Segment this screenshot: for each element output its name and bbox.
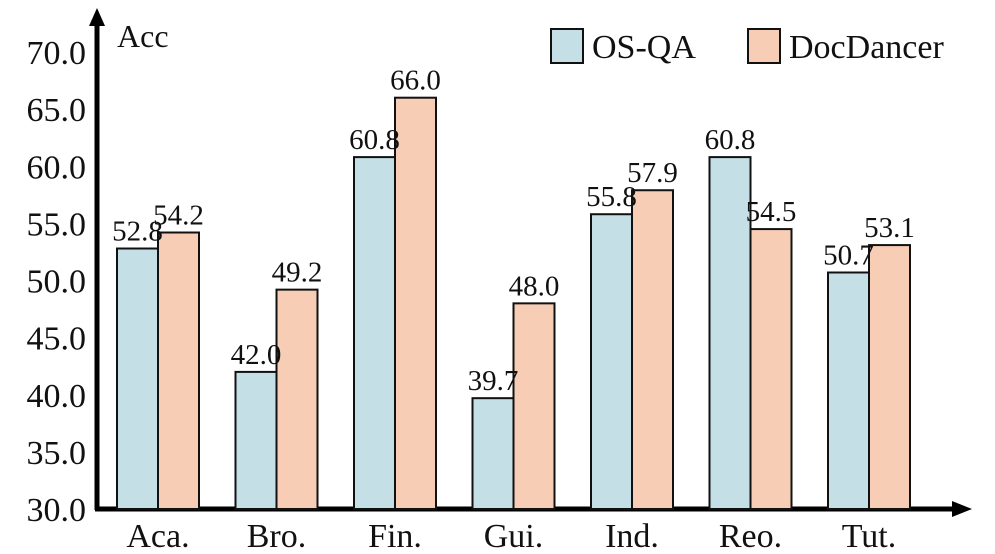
bar-docdancer bbox=[749, 228, 793, 510]
bar-osqa bbox=[471, 397, 515, 510]
y-axis-arrow bbox=[89, 8, 105, 26]
legend-swatch-osqa bbox=[550, 28, 584, 64]
x-tick-label: Fin. bbox=[368, 518, 422, 554]
axes: 30.0 35.0 40.0 45.0 50.0 55.0 60.0 65.0 70.0 Acc A… bbox=[27, 8, 972, 554]
x-tick-label: Ind. bbox=[605, 518, 659, 554]
data-label: 48.0 bbox=[509, 270, 560, 302]
data-label: 49.2 bbox=[272, 257, 323, 289]
bar-osqa bbox=[116, 247, 159, 510]
data-label: 42.0 bbox=[231, 339, 282, 371]
bar-docdancer bbox=[631, 189, 674, 510]
x-tick-label: Bro. bbox=[247, 518, 307, 554]
bar-docdancer bbox=[157, 231, 200, 510]
data-label: 53.1 bbox=[864, 212, 915, 244]
y-tick-label: 60.0 bbox=[27, 149, 87, 186]
x-tick-label: Aca. bbox=[126, 518, 189, 554]
data-label: 60.8 bbox=[705, 124, 756, 156]
bar-osqa bbox=[590, 213, 633, 511]
bar-osqa bbox=[708, 156, 752, 511]
bar-docdancer bbox=[512, 302, 556, 510]
bar-osqa bbox=[353, 156, 396, 511]
bar-docdancer bbox=[394, 96, 437, 510]
bars bbox=[116, 96, 911, 511]
bar-osqa bbox=[234, 370, 278, 510]
y-tick-label: 30.0 bbox=[27, 492, 87, 529]
legend-swatch-docdancer bbox=[747, 28, 781, 64]
data-label: 54.5 bbox=[746, 196, 797, 228]
data-label: 66.0 bbox=[390, 65, 441, 97]
data-label: 55.8 bbox=[586, 181, 637, 213]
data-labels: 52.854.2 42.0 49.2 60.8 66.0 39.7 48.0 55.857.9… bbox=[112, 65, 915, 397]
data-label: 54.2 bbox=[153, 200, 204, 232]
data-label: 52.8 bbox=[112, 216, 163, 248]
y-tick-label: 40.0 bbox=[27, 378, 87, 415]
bar-docdancer bbox=[868, 244, 911, 511]
data-label: 50.7 bbox=[823, 240, 874, 272]
y-tick-label: 50.0 bbox=[27, 264, 87, 301]
x-tick-label: Reo. bbox=[719, 518, 782, 554]
legend-label-osqa: OS-QA bbox=[592, 29, 696, 66]
bar-docdancer bbox=[275, 288, 319, 511]
x-tick-label: Gui. bbox=[484, 518, 544, 554]
x-axis-arrow bbox=[952, 501, 972, 517]
y-tick-label: 55.0 bbox=[27, 206, 87, 243]
y-tick-label: 45.0 bbox=[27, 321, 87, 358]
bar-osqa bbox=[827, 271, 870, 510]
y-tick-label: 65.0 bbox=[27, 92, 87, 129]
x-tick-label: Tut. bbox=[842, 518, 897, 554]
data-label: 60.8 bbox=[349, 124, 400, 156]
data-label: 39.7 bbox=[468, 365, 519, 397]
legend-label-docdancer: DocDancer bbox=[789, 29, 944, 66]
y-axis-title: Acc bbox=[117, 18, 169, 54]
y-tick-label: 70.0 bbox=[27, 35, 87, 72]
y-tick-label: 35.0 bbox=[27, 435, 87, 472]
legend: OS-QA DocDancer bbox=[550, 28, 944, 66]
data-label: 57.9 bbox=[627, 157, 678, 189]
